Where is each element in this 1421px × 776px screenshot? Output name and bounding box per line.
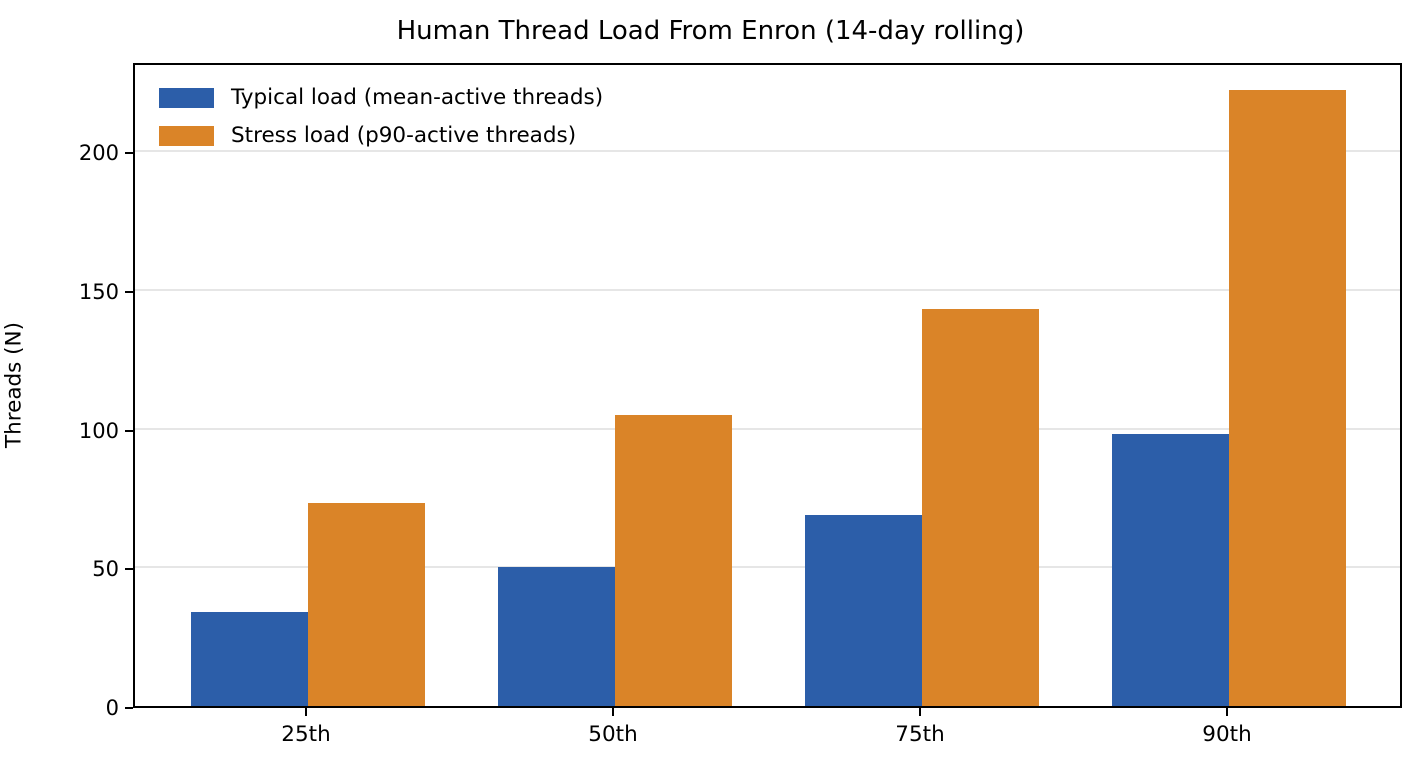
x-tick-mark-25th: [305, 708, 307, 716]
bar-25th-series0: [191, 611, 308, 706]
bar-90th-series1: [1229, 90, 1346, 706]
legend-entry-series1: Stress load (p90-active threads): [159, 123, 603, 148]
gridline-y-200: [135, 150, 1400, 153]
y-tick-mark-150: [125, 290, 133, 293]
bar-50th-series0: [498, 567, 615, 706]
bar-75th-series1: [922, 309, 1039, 706]
bar-90th-series0: [1112, 434, 1229, 706]
bar-50th-series1: [615, 414, 732, 706]
legend-label-series0: Typical load (mean-active threads): [231, 85, 604, 110]
x-tick-label-90th: 90th: [1202, 722, 1252, 747]
y-tick-label-200: 200: [78, 141, 119, 166]
gridline-y-150: [135, 288, 1400, 291]
x-tick-label-50th: 50th: [588, 722, 638, 747]
x-tick-mark-75th: [919, 708, 921, 716]
legend-label-series1: Stress load (p90-active threads): [231, 123, 577, 148]
legend-entry-series0: Typical load (mean-active threads): [159, 85, 603, 110]
bar-25th-series1: [308, 503, 425, 706]
y-tick-label-0: 0: [105, 696, 119, 720]
legend: Typical load (mean-active threads) Stress…: [159, 85, 603, 161]
gridline-y-50: [135, 566, 1400, 569]
gridline-y-100: [135, 427, 1400, 430]
x-tick-mark-90th: [1226, 708, 1228, 716]
y-tick-label-50: 50: [92, 557, 119, 582]
x-tick-label-25th: 25th: [281, 722, 331, 747]
x-tick-mark-50th: [612, 708, 614, 716]
y-tick-mark-100: [125, 429, 133, 432]
y-tick-mark-0: [125, 707, 133, 709]
y-tick-label-100: 100: [78, 418, 119, 443]
legend-swatch-series1: [159, 125, 214, 146]
x-tick-label-75th: 75th: [895, 722, 945, 747]
y-tick-mark-200: [125, 152, 133, 155]
plot-area: Typical load (mean-active threads) Stress…: [133, 63, 1402, 708]
chart-title: Human Thread Load From Enron (14-day rol…: [396, 16, 1025, 46]
y-tick-mark-50: [125, 568, 133, 571]
bar-75th-series0: [805, 514, 922, 706]
legend-swatch-series0: [159, 87, 214, 108]
y-tick-label-150: 150: [78, 279, 119, 304]
